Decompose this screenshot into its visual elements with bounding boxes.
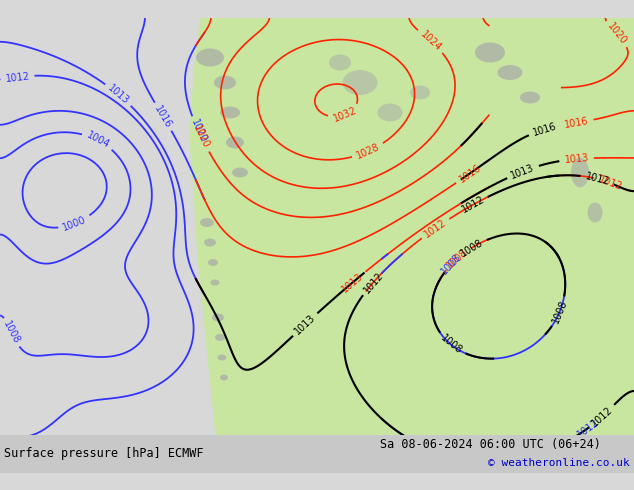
Ellipse shape bbox=[410, 85, 430, 99]
Ellipse shape bbox=[200, 218, 214, 227]
Ellipse shape bbox=[215, 334, 225, 341]
Ellipse shape bbox=[520, 92, 540, 103]
Text: 1008: 1008 bbox=[1, 319, 22, 345]
Polygon shape bbox=[190, 18, 634, 472]
Ellipse shape bbox=[329, 54, 351, 71]
Text: 1013: 1013 bbox=[106, 83, 131, 106]
Text: 1012: 1012 bbox=[361, 270, 385, 295]
Ellipse shape bbox=[588, 202, 602, 222]
Ellipse shape bbox=[342, 70, 377, 95]
Ellipse shape bbox=[210, 279, 219, 286]
Text: 1016: 1016 bbox=[531, 121, 558, 138]
Text: Surface pressure [hPa] ECMWF: Surface pressure [hPa] ECMWF bbox=[4, 447, 204, 460]
Text: 1020: 1020 bbox=[191, 124, 211, 150]
Text: Sa 08-06-2024 06:00 UTC (06+24): Sa 08-06-2024 06:00 UTC (06+24) bbox=[380, 438, 601, 451]
Ellipse shape bbox=[226, 137, 244, 148]
Text: 1008: 1008 bbox=[445, 246, 470, 270]
Ellipse shape bbox=[217, 354, 226, 361]
Text: 1012: 1012 bbox=[460, 195, 486, 215]
Ellipse shape bbox=[214, 75, 236, 90]
Text: 1012: 1012 bbox=[597, 174, 623, 192]
Text: 1020: 1020 bbox=[605, 22, 628, 47]
Text: 1008: 1008 bbox=[439, 252, 463, 277]
Ellipse shape bbox=[196, 49, 224, 67]
Ellipse shape bbox=[220, 106, 240, 119]
Text: 1012: 1012 bbox=[575, 417, 601, 440]
Ellipse shape bbox=[475, 43, 505, 63]
Ellipse shape bbox=[377, 103, 403, 122]
Text: 1012: 1012 bbox=[422, 217, 448, 240]
Text: 1016: 1016 bbox=[564, 116, 590, 130]
Text: 1016: 1016 bbox=[153, 103, 174, 130]
Text: 1016: 1016 bbox=[457, 162, 483, 184]
Text: 1013: 1013 bbox=[510, 162, 536, 180]
Text: 1028: 1028 bbox=[355, 142, 382, 161]
Ellipse shape bbox=[204, 239, 216, 246]
Text: 1024: 1024 bbox=[418, 29, 443, 53]
Text: 1013: 1013 bbox=[564, 153, 590, 165]
Text: 1013: 1013 bbox=[340, 270, 365, 294]
Ellipse shape bbox=[571, 157, 589, 188]
Text: 1020: 1020 bbox=[189, 118, 209, 145]
Text: 1008: 1008 bbox=[439, 333, 464, 356]
Ellipse shape bbox=[498, 65, 522, 80]
Text: 1004: 1004 bbox=[85, 130, 111, 150]
Text: 1008: 1008 bbox=[459, 237, 485, 258]
Text: 1012: 1012 bbox=[4, 71, 30, 84]
Ellipse shape bbox=[232, 168, 248, 177]
Text: © weatheronline.co.uk: © weatheronline.co.uk bbox=[488, 458, 630, 467]
Text: 1013: 1013 bbox=[293, 313, 318, 337]
Text: 1008: 1008 bbox=[550, 299, 569, 325]
Text: 1032: 1032 bbox=[332, 105, 358, 124]
Ellipse shape bbox=[212, 314, 224, 321]
Ellipse shape bbox=[208, 259, 218, 266]
Text: 1012: 1012 bbox=[585, 171, 611, 187]
Text: 1012: 1012 bbox=[590, 404, 615, 428]
Bar bbox=[0, 435, 634, 472]
Text: 1000: 1000 bbox=[61, 214, 88, 232]
Ellipse shape bbox=[220, 374, 228, 381]
